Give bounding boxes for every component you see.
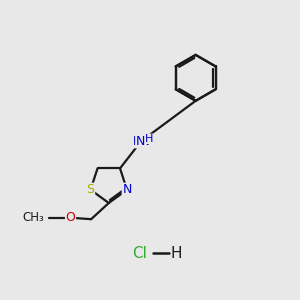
Text: Cl: Cl: [132, 246, 147, 261]
Text: N: N: [122, 183, 132, 196]
Text: N: N: [141, 135, 150, 148]
Text: S: S: [87, 183, 94, 196]
Text: H: H: [145, 134, 154, 144]
Text: H: H: [132, 135, 141, 148]
Text: O: O: [66, 211, 75, 224]
Text: N: N: [136, 135, 145, 148]
Text: H: H: [171, 246, 182, 261]
Text: CH₃: CH₃: [22, 211, 44, 224]
